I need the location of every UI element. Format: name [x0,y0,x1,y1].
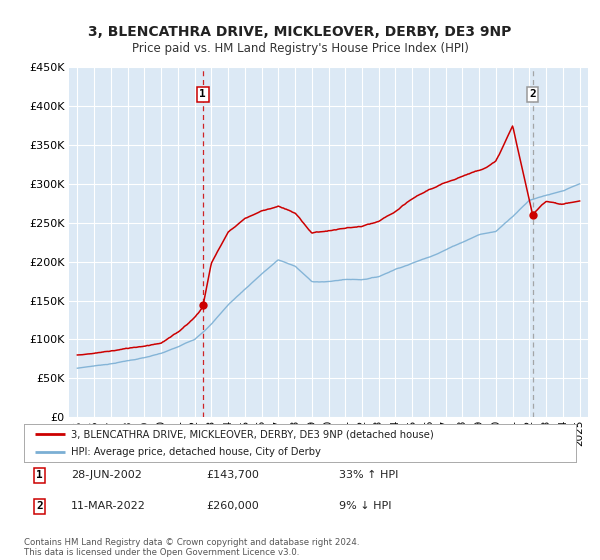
Text: 28-JUN-2002: 28-JUN-2002 [71,470,142,480]
Text: Contains HM Land Registry data © Crown copyright and database right 2024.
This d: Contains HM Land Registry data © Crown c… [24,538,359,557]
Text: £260,000: £260,000 [206,501,259,511]
Text: 2: 2 [36,501,43,511]
Text: HPI: Average price, detached house, City of Derby: HPI: Average price, detached house, City… [71,447,321,457]
Text: £143,700: £143,700 [206,470,259,480]
Text: 9% ↓ HPI: 9% ↓ HPI [338,501,391,511]
Text: 33% ↑ HPI: 33% ↑ HPI [338,470,398,480]
Text: 1: 1 [36,470,43,480]
Text: 11-MAR-2022: 11-MAR-2022 [71,501,146,511]
Text: Price paid vs. HM Land Registry's House Price Index (HPI): Price paid vs. HM Land Registry's House … [131,42,469,55]
Text: 1: 1 [199,90,206,100]
Text: 3, BLENCATHRA DRIVE, MICKLEOVER, DERBY, DE3 9NP: 3, BLENCATHRA DRIVE, MICKLEOVER, DERBY, … [88,25,512,39]
Text: 3, BLENCATHRA DRIVE, MICKLEOVER, DERBY, DE3 9NP (detached house): 3, BLENCATHRA DRIVE, MICKLEOVER, DERBY, … [71,429,434,439]
Text: 2: 2 [529,90,536,100]
